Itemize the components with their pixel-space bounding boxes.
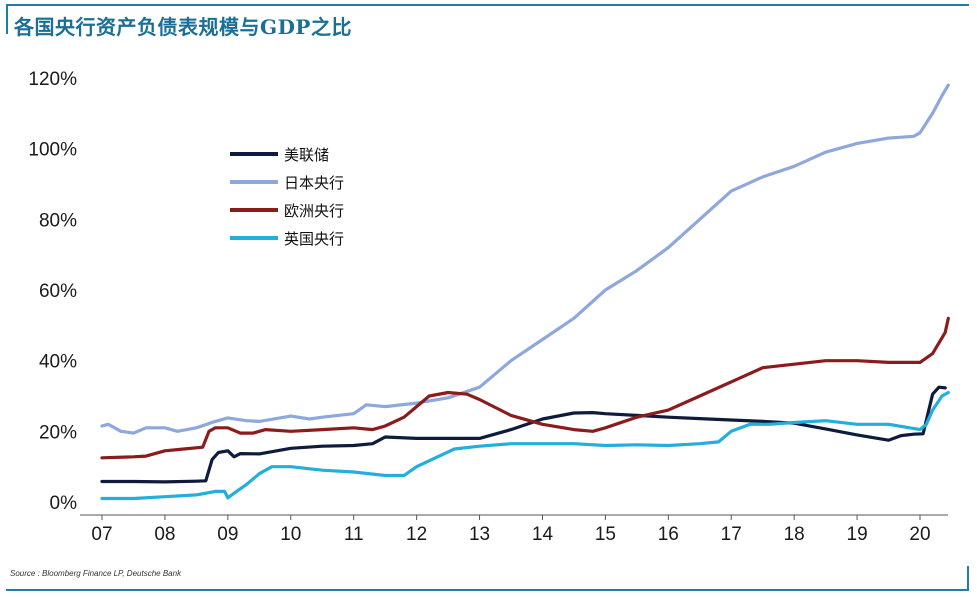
y-tick-label: 100% — [28, 140, 77, 161]
y-tick-label: 120% — [28, 69, 77, 90]
y-tick-label: 20% — [39, 422, 77, 443]
x-tick-label: 11 — [344, 524, 364, 545]
chart-title: 各国央行资产负债表规模与GDP之比 — [14, 15, 352, 39]
series-line-3 — [100, 316, 950, 460]
x-tick-label: 09 — [217, 524, 238, 545]
y-tick-label: 80% — [39, 210, 77, 231]
x-tick-label: 14 — [532, 524, 554, 545]
x-tick-label: 08 — [154, 524, 175, 545]
series-line-1 — [100, 385, 947, 484]
x-tick-label: 20 — [909, 524, 930, 545]
x-tick-label: 16 — [658, 524, 679, 545]
x-tick-label: 10 — [280, 524, 301, 545]
series-line-2 — [100, 83, 950, 435]
x-tick-label: 19 — [847, 524, 868, 545]
x-tick-label: 15 — [595, 524, 616, 545]
legend-label: 美联储 — [284, 146, 329, 164]
legend-label: 日本央行 — [284, 174, 344, 192]
y-tick-label: 0% — [50, 493, 78, 514]
legend-label: 欧洲央行 — [284, 202, 344, 220]
axes: 0% 20% 40% 60% 80% 100% 120% 07 08 09 10 11 12 13 14 15… — [28, 69, 948, 545]
x-tick-label: 17 — [721, 524, 742, 545]
y-tick-label: 40% — [39, 352, 77, 373]
x-tick-label: 18 — [784, 524, 805, 545]
y-tick-label: 60% — [39, 281, 77, 302]
source-note: Source : Bloomberg Finance LP, Deutsche … — [10, 569, 182, 578]
x-tick-label: 07 — [91, 524, 112, 545]
x-tick-label: 13 — [469, 524, 490, 545]
series-line-4 — [100, 390, 950, 501]
legend-label: 英国央行 — [284, 230, 344, 248]
left-border-accent — [6, 4, 8, 34]
right-border-accent — [967, 566, 969, 591]
x-tick-label: 12 — [406, 524, 427, 545]
top-border — [6, 4, 969, 6]
bottom-border — [6, 589, 969, 591]
series-lines — [100, 83, 950, 501]
